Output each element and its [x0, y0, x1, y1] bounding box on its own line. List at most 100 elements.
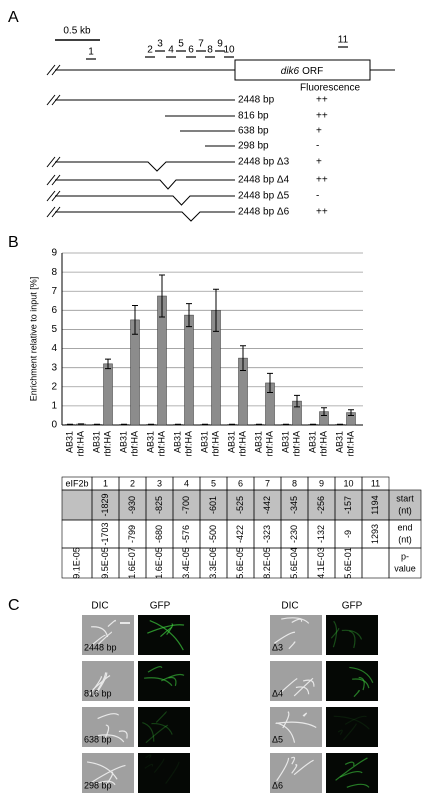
hypha	[291, 618, 303, 624]
column-header: 9	[319, 478, 324, 488]
panel-label: C	[8, 597, 20, 614]
dic-image	[270, 615, 322, 655]
table-value: 4.1E-03	[316, 547, 326, 579]
hypha	[335, 757, 368, 781]
hypha	[89, 634, 106, 648]
table-value: -157	[343, 496, 353, 514]
hypha	[144, 677, 173, 687]
table-value: -825	[154, 496, 164, 514]
hypha	[97, 713, 120, 720]
hypha	[344, 761, 355, 767]
hypha	[276, 757, 290, 782]
error-bar	[267, 372, 273, 394]
image-background	[82, 661, 134, 701]
gfp-image	[138, 707, 190, 747]
table-cell	[361, 547, 390, 579]
fragment-label: 9	[217, 39, 223, 50]
image-background	[270, 615, 322, 655]
hypha	[153, 758, 165, 774]
scale-label: 0.5 kb	[63, 26, 91, 37]
hypha	[281, 617, 310, 624]
table-value: 5.6E-04	[289, 547, 299, 579]
table-value: -9	[343, 530, 353, 538]
x-tick-label: AB31	[91, 431, 101, 453]
x-tick-label: rbf:HA	[237, 431, 247, 457]
break-mark	[46, 190, 61, 202]
error-bar	[213, 288, 219, 332]
column-header: 7	[265, 478, 270, 488]
x-tick-label: rbf:HA	[75, 431, 85, 457]
hypha	[145, 754, 152, 759]
y-tick-label: 7	[51, 286, 57, 297]
table-value: 8.2E-05	[262, 547, 272, 579]
image-label: Δ5	[272, 734, 283, 744]
table-cell	[61, 519, 93, 549]
hypha	[346, 783, 370, 788]
fragment-label: 5	[178, 39, 184, 50]
table-value: -525	[235, 496, 245, 514]
construct-label: 638 bp	[238, 126, 269, 137]
hypha	[332, 620, 338, 648]
x-tick-label: AB31	[145, 431, 155, 453]
gfp-image	[326, 615, 378, 655]
column-header: DIC	[281, 601, 298, 612]
hypha	[166, 623, 174, 635]
column-header: 10	[343, 478, 353, 488]
table-value: 9.5E-05	[100, 547, 110, 579]
construct-line	[55, 211, 235, 222]
construct-label: 816 bp	[238, 111, 269, 122]
x-tick-label: rbf:HA	[183, 431, 193, 457]
construct-line	[55, 195, 235, 206]
hypha	[278, 677, 298, 695]
fluorescence-value: ++	[316, 95, 328, 106]
x-tick-label: rbf:HA	[129, 431, 139, 457]
table-value: -930	[127, 496, 137, 514]
table-value: -345	[289, 496, 299, 514]
image-label: 638 bp	[84, 734, 112, 744]
hypha	[342, 723, 357, 741]
table-value: 1293	[370, 524, 380, 544]
hypha	[97, 734, 125, 743]
row-label: value	[394, 563, 416, 573]
image-background	[138, 615, 190, 655]
hypha	[142, 721, 155, 742]
hypha	[145, 724, 169, 744]
error-bar	[105, 358, 111, 370]
x-tick-label: rbf:HA	[264, 431, 274, 457]
column-header: 11	[371, 478, 380, 488]
table-value: -422	[235, 525, 245, 543]
hypha	[155, 711, 168, 723]
column-header: 8	[292, 478, 297, 488]
dic-image	[270, 753, 322, 793]
x-tick-label: AB31	[307, 431, 317, 453]
break-mark	[46, 156, 61, 168]
error-bar	[186, 303, 192, 328]
x-tick-label: AB31	[172, 431, 182, 453]
y-tick-label: 3	[51, 362, 57, 373]
image-background	[326, 615, 378, 655]
construct-line	[55, 179, 235, 190]
image-background	[138, 661, 190, 701]
table-value: -256	[316, 496, 326, 514]
image-background	[326, 661, 378, 701]
y-tick-label: 4	[51, 343, 57, 354]
break-mark	[46, 94, 61, 106]
row-label: (nt)	[398, 505, 412, 515]
hypha	[293, 677, 314, 697]
construct-label: 298 bp	[238, 141, 269, 152]
table-value: -1829	[100, 493, 110, 516]
dic-image	[270, 661, 322, 701]
construct-label: 2448 bp Δ4	[238, 175, 290, 186]
image-label: Δ3	[272, 642, 283, 652]
hypha	[341, 629, 363, 640]
hypha	[149, 620, 184, 651]
column-header: 2	[130, 478, 135, 488]
error-bar	[240, 345, 246, 372]
x-tick-label: rbf:HA	[102, 431, 112, 457]
table-shade	[62, 490, 421, 520]
fluorescence-value: ++	[316, 175, 328, 186]
break-mark	[46, 174, 61, 186]
image-label: 816 bp	[84, 688, 112, 698]
hypha	[118, 730, 128, 739]
table-value: 9.1E-05	[71, 547, 81, 579]
